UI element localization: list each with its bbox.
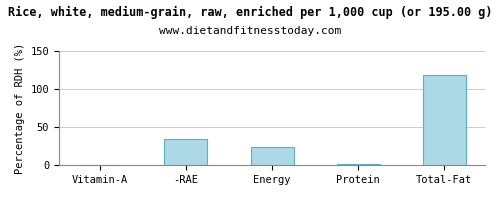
Text: www.dietandfitnesstoday.com: www.dietandfitnesstoday.com: [159, 26, 341, 36]
Bar: [164, 139, 208, 165]
Bar: [422, 75, 466, 165]
Text: Rice, white, medium-grain, raw, enriched per 1,000 cup (or 195.00 g): Rice, white, medium-grain, raw, enriched…: [8, 6, 492, 19]
Y-axis label: Percentage of RDH (%): Percentage of RDH (%): [15, 43, 25, 174]
Bar: [250, 147, 294, 165]
Bar: [336, 164, 380, 165]
